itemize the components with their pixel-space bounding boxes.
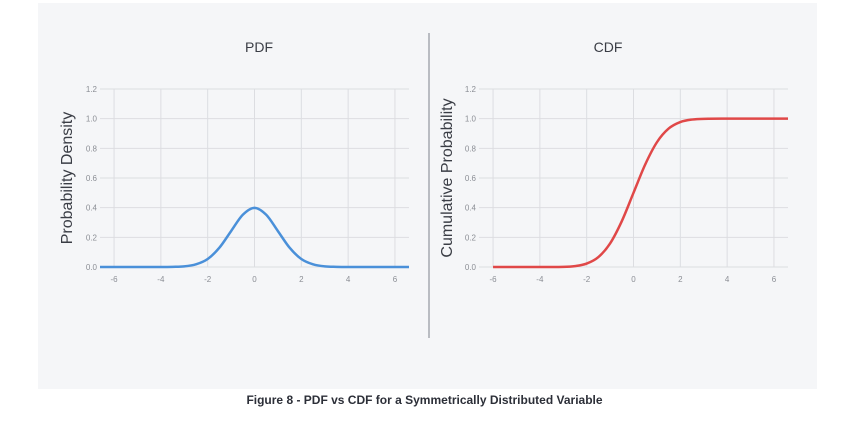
cdf-chart-title: CDF	[594, 39, 623, 55]
cdf-x-tick-label: 6	[772, 275, 777, 284]
pdf-gridlines	[100, 88, 409, 268]
cdf-series-line	[493, 117, 788, 269]
chart-divider	[428, 33, 430, 338]
pdf-y-tick-label: 0.6	[86, 174, 98, 183]
pdf-x-tick-label: 6	[393, 275, 398, 284]
pdf-y-tick-label: 1.0	[86, 115, 98, 124]
pdf-y-tick-label: 0.8	[86, 144, 98, 153]
cdf-y-tick-label: 0.2	[465, 233, 477, 242]
cdf-y-tick-label: 0.0	[465, 263, 477, 272]
cdf-x-tick-label: 2	[678, 275, 683, 284]
cdf-x-tick-label: -4	[536, 275, 544, 284]
cdf-x-tick-label: -2	[583, 275, 591, 284]
cdf-y-tick-label: 1.0	[465, 115, 477, 124]
cdf-y-tick-label: 0.4	[465, 204, 477, 213]
pdf-y-tick-label: 1.2	[86, 85, 98, 94]
pdf-y-tick-label: 0.4	[86, 204, 98, 213]
pdf-x-tick-label: -4	[157, 275, 165, 284]
pdf-x-tick-label: 4	[346, 275, 351, 284]
pdf-y-tick-label: 0.2	[86, 233, 98, 242]
cdf-x-tick-label: 0	[631, 275, 636, 284]
pdf-y-tick-label: 0.0	[86, 263, 98, 272]
cdf-y-tick-label: 1.2	[465, 85, 477, 94]
pdf-x-tick-label: -6	[110, 275, 118, 284]
pdf-x-tick-label: 0	[252, 275, 257, 284]
pdf-x-tick-label: -2	[204, 275, 212, 284]
pdf-series-line	[99, 206, 409, 269]
pdf-chart-title: PDF	[245, 39, 273, 55]
cdf-y-axis-label: Cumulative Probability	[439, 98, 456, 257]
cdf-y-tick-label: 0.8	[465, 144, 477, 153]
pdf-x-tick-label: 2	[299, 275, 304, 284]
figure-panel	[38, 3, 817, 389]
cdf-gridlines	[479, 88, 788, 268]
cdf-y-tick-label: 0.6	[465, 174, 477, 183]
pdf-y-axis-label: Probability Density	[59, 112, 76, 245]
cdf-x-tick-label: -6	[489, 275, 497, 284]
figure-caption: Figure 8 - PDF vs CDF for a Symmetricall…	[246, 393, 603, 407]
cdf-x-tick-label: 4	[725, 275, 730, 284]
